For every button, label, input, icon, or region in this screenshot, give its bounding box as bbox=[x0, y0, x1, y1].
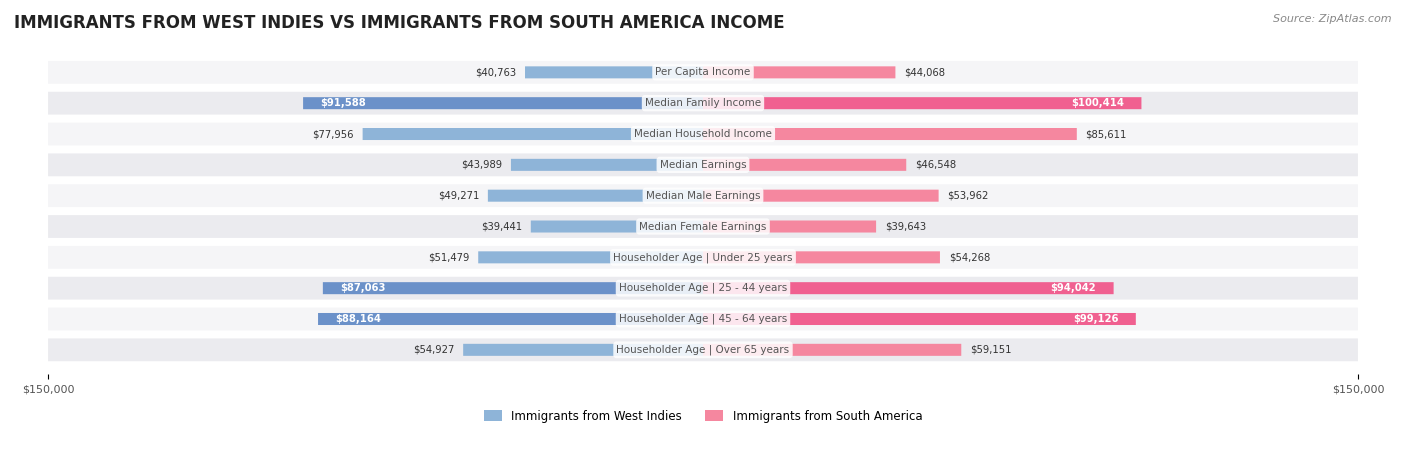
Text: $51,479: $51,479 bbox=[427, 252, 470, 262]
FancyBboxPatch shape bbox=[48, 92, 1358, 114]
FancyBboxPatch shape bbox=[488, 190, 703, 202]
FancyBboxPatch shape bbox=[48, 308, 1358, 331]
FancyBboxPatch shape bbox=[48, 61, 1358, 84]
FancyBboxPatch shape bbox=[703, 313, 1136, 325]
Legend: Immigrants from West Indies, Immigrants from South America: Immigrants from West Indies, Immigrants … bbox=[479, 405, 927, 427]
FancyBboxPatch shape bbox=[48, 215, 1358, 238]
Text: Source: ZipAtlas.com: Source: ZipAtlas.com bbox=[1274, 14, 1392, 24]
FancyBboxPatch shape bbox=[703, 344, 962, 356]
FancyBboxPatch shape bbox=[48, 277, 1358, 299]
Text: $54,927: $54,927 bbox=[413, 345, 454, 355]
FancyBboxPatch shape bbox=[510, 159, 703, 171]
Text: IMMIGRANTS FROM WEST INDIES VS IMMIGRANTS FROM SOUTH AMERICA INCOME: IMMIGRANTS FROM WEST INDIES VS IMMIGRANT… bbox=[14, 14, 785, 32]
Text: $77,956: $77,956 bbox=[312, 129, 354, 139]
Text: $46,548: $46,548 bbox=[915, 160, 956, 170]
FancyBboxPatch shape bbox=[48, 184, 1358, 207]
Text: Householder Age | Over 65 years: Householder Age | Over 65 years bbox=[616, 345, 790, 355]
FancyBboxPatch shape bbox=[703, 190, 939, 202]
Text: $44,068: $44,068 bbox=[904, 67, 945, 78]
Text: Median Family Income: Median Family Income bbox=[645, 98, 761, 108]
Text: Householder Age | Under 25 years: Householder Age | Under 25 years bbox=[613, 252, 793, 262]
FancyBboxPatch shape bbox=[48, 246, 1358, 269]
FancyBboxPatch shape bbox=[703, 282, 1114, 294]
FancyBboxPatch shape bbox=[318, 313, 703, 325]
FancyBboxPatch shape bbox=[703, 128, 1077, 140]
Text: $59,151: $59,151 bbox=[970, 345, 1011, 355]
FancyBboxPatch shape bbox=[48, 339, 1358, 361]
FancyBboxPatch shape bbox=[48, 154, 1358, 176]
Text: Median Male Earnings: Median Male Earnings bbox=[645, 191, 761, 201]
Text: $88,164: $88,164 bbox=[336, 314, 381, 324]
Text: $54,268: $54,268 bbox=[949, 252, 990, 262]
Text: $49,271: $49,271 bbox=[437, 191, 479, 201]
Text: Per Capita Income: Per Capita Income bbox=[655, 67, 751, 78]
Text: Householder Age | 25 - 44 years: Householder Age | 25 - 44 years bbox=[619, 283, 787, 293]
Text: $43,989: $43,989 bbox=[461, 160, 502, 170]
Text: $91,588: $91,588 bbox=[321, 98, 367, 108]
FancyBboxPatch shape bbox=[478, 251, 703, 263]
Text: $53,962: $53,962 bbox=[948, 191, 988, 201]
FancyBboxPatch shape bbox=[703, 220, 876, 233]
FancyBboxPatch shape bbox=[48, 123, 1358, 145]
FancyBboxPatch shape bbox=[323, 282, 703, 294]
FancyBboxPatch shape bbox=[524, 66, 703, 78]
Text: $85,611: $85,611 bbox=[1085, 129, 1128, 139]
Text: $87,063: $87,063 bbox=[340, 283, 385, 293]
Text: Median Female Earnings: Median Female Earnings bbox=[640, 221, 766, 232]
FancyBboxPatch shape bbox=[531, 220, 703, 233]
FancyBboxPatch shape bbox=[463, 344, 703, 356]
FancyBboxPatch shape bbox=[304, 97, 703, 109]
Text: Median Household Income: Median Household Income bbox=[634, 129, 772, 139]
Text: Householder Age | 45 - 64 years: Householder Age | 45 - 64 years bbox=[619, 314, 787, 324]
FancyBboxPatch shape bbox=[363, 128, 703, 140]
FancyBboxPatch shape bbox=[703, 66, 896, 78]
FancyBboxPatch shape bbox=[703, 159, 907, 171]
Text: $39,643: $39,643 bbox=[884, 221, 927, 232]
Text: $40,763: $40,763 bbox=[475, 67, 516, 78]
Text: Median Earnings: Median Earnings bbox=[659, 160, 747, 170]
Text: $100,414: $100,414 bbox=[1071, 98, 1123, 108]
FancyBboxPatch shape bbox=[703, 251, 941, 263]
Text: $99,126: $99,126 bbox=[1073, 314, 1118, 324]
Text: $94,042: $94,042 bbox=[1050, 283, 1097, 293]
Text: $39,441: $39,441 bbox=[481, 221, 522, 232]
FancyBboxPatch shape bbox=[703, 97, 1142, 109]
